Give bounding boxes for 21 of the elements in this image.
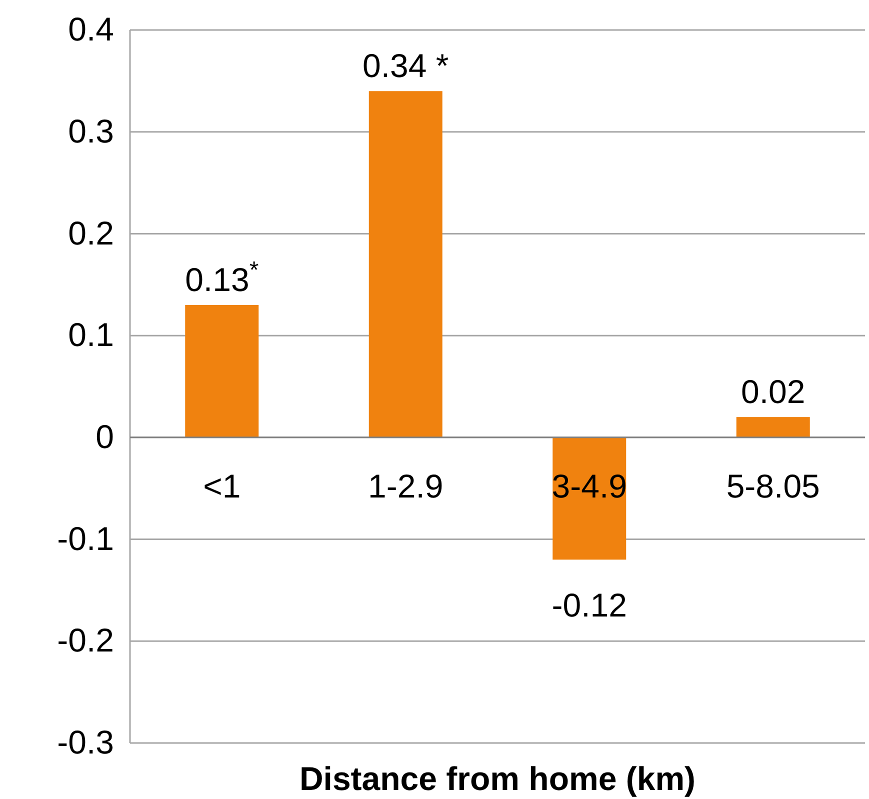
- data-label: 0.34 *: [362, 47, 449, 84]
- data-label: -0.12: [552, 586, 627, 624]
- y-tick-label: -0.3: [57, 724, 114, 761]
- y-tick-label: 0.1: [68, 316, 114, 354]
- x-axis-title: Distance from home (km): [299, 760, 696, 797]
- data-label: 0.13$^{*}$: [185, 256, 259, 298]
- x-tick-label: 3-4.9: [552, 467, 627, 504]
- y-tick-label: 0.4: [68, 10, 114, 48]
- y-tick-label: 0: [96, 418, 114, 455]
- y-tick-label: 0.3: [68, 112, 114, 150]
- bar: [736, 417, 810, 438]
- x-tick-label: 5-8.05: [726, 467, 820, 504]
- bar: [185, 305, 259, 438]
- x-tick-label: 1-2.9: [368, 467, 444, 504]
- bar: [552, 437, 626, 560]
- y-tick-label: -0.1: [57, 520, 114, 557]
- x-tick-label: <1: [203, 467, 241, 504]
- y-tick-label: -0.2: [57, 622, 114, 659]
- bar: [368, 91, 442, 438]
- data-label: 0.02: [741, 373, 806, 410]
- y-tick-label: 0.2: [68, 214, 114, 252]
